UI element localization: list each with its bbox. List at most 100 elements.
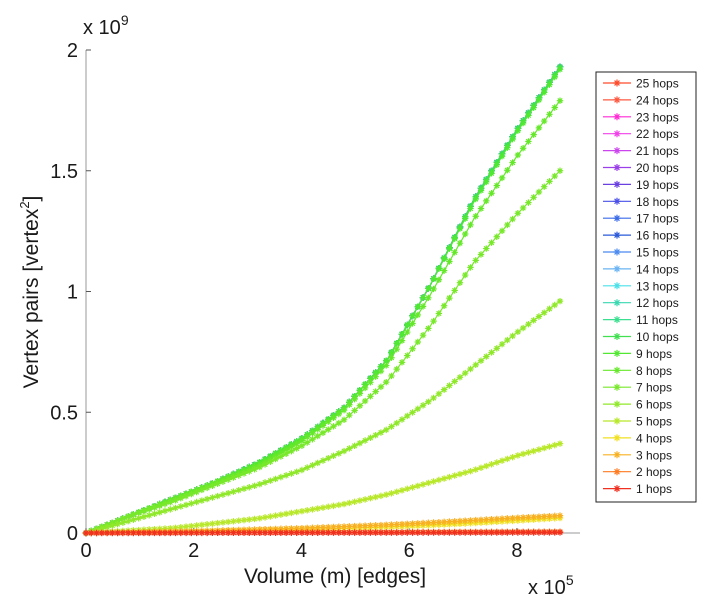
series-marker <box>246 529 253 537</box>
legend-label: 20 hops <box>636 161 679 175</box>
series-marker <box>356 402 364 409</box>
legend-marker <box>613 400 621 408</box>
series-marker <box>167 529 174 537</box>
series-marker <box>267 513 274 520</box>
series-marker <box>430 519 437 526</box>
series-marker <box>488 461 495 468</box>
legend-label: 14 hops <box>636 262 679 276</box>
y-ticks: 0 0.5 1 1.5 2 <box>50 40 91 545</box>
series-marker <box>304 433 311 441</box>
series-marker <box>167 506 174 513</box>
legend-item: 13 hops <box>603 279 679 293</box>
series-marker <box>509 135 516 143</box>
series-marker <box>498 529 506 536</box>
series-marker <box>551 441 558 449</box>
series-marker <box>288 525 295 532</box>
legend-label: 23 hops <box>636 110 679 124</box>
legend-marker <box>613 197 621 205</box>
series-marker <box>298 466 306 474</box>
legend-item: 17 hops <box>603 212 679 226</box>
series-marker <box>456 239 464 247</box>
legend-label: 21 hops <box>636 144 679 158</box>
series-marker <box>256 481 263 488</box>
series-marker <box>483 529 490 536</box>
series-marker <box>388 521 395 528</box>
series-marker <box>477 529 485 536</box>
series-marker <box>435 518 443 526</box>
series-marker <box>203 529 211 537</box>
series-marker <box>446 245 453 252</box>
series-marker <box>519 450 527 458</box>
series-marker <box>541 117 548 125</box>
series-marker <box>556 440 564 447</box>
series-6-hops <box>82 297 564 537</box>
series-marker <box>151 504 158 511</box>
series-marker <box>146 512 153 519</box>
series-marker <box>393 488 400 496</box>
series-marker <box>309 430 316 437</box>
series-marker <box>214 529 221 537</box>
series-marker <box>277 449 285 456</box>
series-marker <box>272 452 279 459</box>
series-marker <box>246 468 253 475</box>
x-tick-label: 2 <box>188 540 199 562</box>
y-axis-title-sup: 2 <box>17 201 32 208</box>
series-marker <box>393 365 400 373</box>
legend-item: 5 hops <box>603 415 672 429</box>
legend-item: 2 hops <box>603 465 672 479</box>
series-marker <box>335 501 342 509</box>
series-marker <box>440 386 448 393</box>
series-line <box>85 100 561 534</box>
series-marker <box>519 204 527 212</box>
series-marker <box>177 524 184 531</box>
legend-label: 9 hops <box>636 347 672 361</box>
series-marker <box>114 529 121 537</box>
series-marker <box>346 401 353 408</box>
series-marker <box>546 111 553 118</box>
legend-item: 12 hops <box>603 296 679 310</box>
series-marker <box>409 409 416 416</box>
series-marker <box>172 497 179 504</box>
series-marker <box>193 522 200 529</box>
series-marker <box>288 470 295 477</box>
series-marker <box>372 431 379 439</box>
series-marker <box>361 384 369 392</box>
series-marker <box>467 205 474 212</box>
series-marker <box>114 517 121 524</box>
series-marker <box>325 529 332 536</box>
series-marker <box>425 519 432 526</box>
series-marker <box>525 514 532 521</box>
series-marker <box>498 341 506 348</box>
series-marker <box>367 529 374 536</box>
series-marker <box>430 478 437 485</box>
legend-item: 24 hops <box>603 93 679 107</box>
plot-area: 0 0.5 1 1.5 2 0 2 4 6 8 <box>50 40 580 562</box>
series-marker <box>346 445 353 452</box>
legend-marker <box>613 231 621 239</box>
series-marker <box>256 515 263 522</box>
series-marker <box>282 472 290 479</box>
series-marker <box>462 271 469 279</box>
legend-marker <box>613 113 621 121</box>
series-marker <box>414 529 421 536</box>
legend-marker <box>613 147 621 155</box>
series-marker <box>282 529 290 536</box>
series-marker <box>119 529 127 537</box>
series-marker <box>404 529 411 536</box>
series-marker <box>551 512 558 520</box>
series-marker <box>519 119 527 127</box>
legend-label: 6 hops <box>636 398 672 412</box>
series-marker <box>519 145 527 152</box>
series-marker <box>525 449 532 456</box>
series-marker <box>156 502 163 509</box>
legend-marker <box>613 282 621 290</box>
series-marker <box>409 520 416 527</box>
legend-marker <box>613 434 621 442</box>
series-marker <box>477 187 485 194</box>
series-marker <box>393 521 400 528</box>
series-marker <box>419 294 427 301</box>
legend-marker <box>613 214 621 222</box>
series-marker <box>356 522 364 530</box>
legend-marker <box>613 451 621 459</box>
